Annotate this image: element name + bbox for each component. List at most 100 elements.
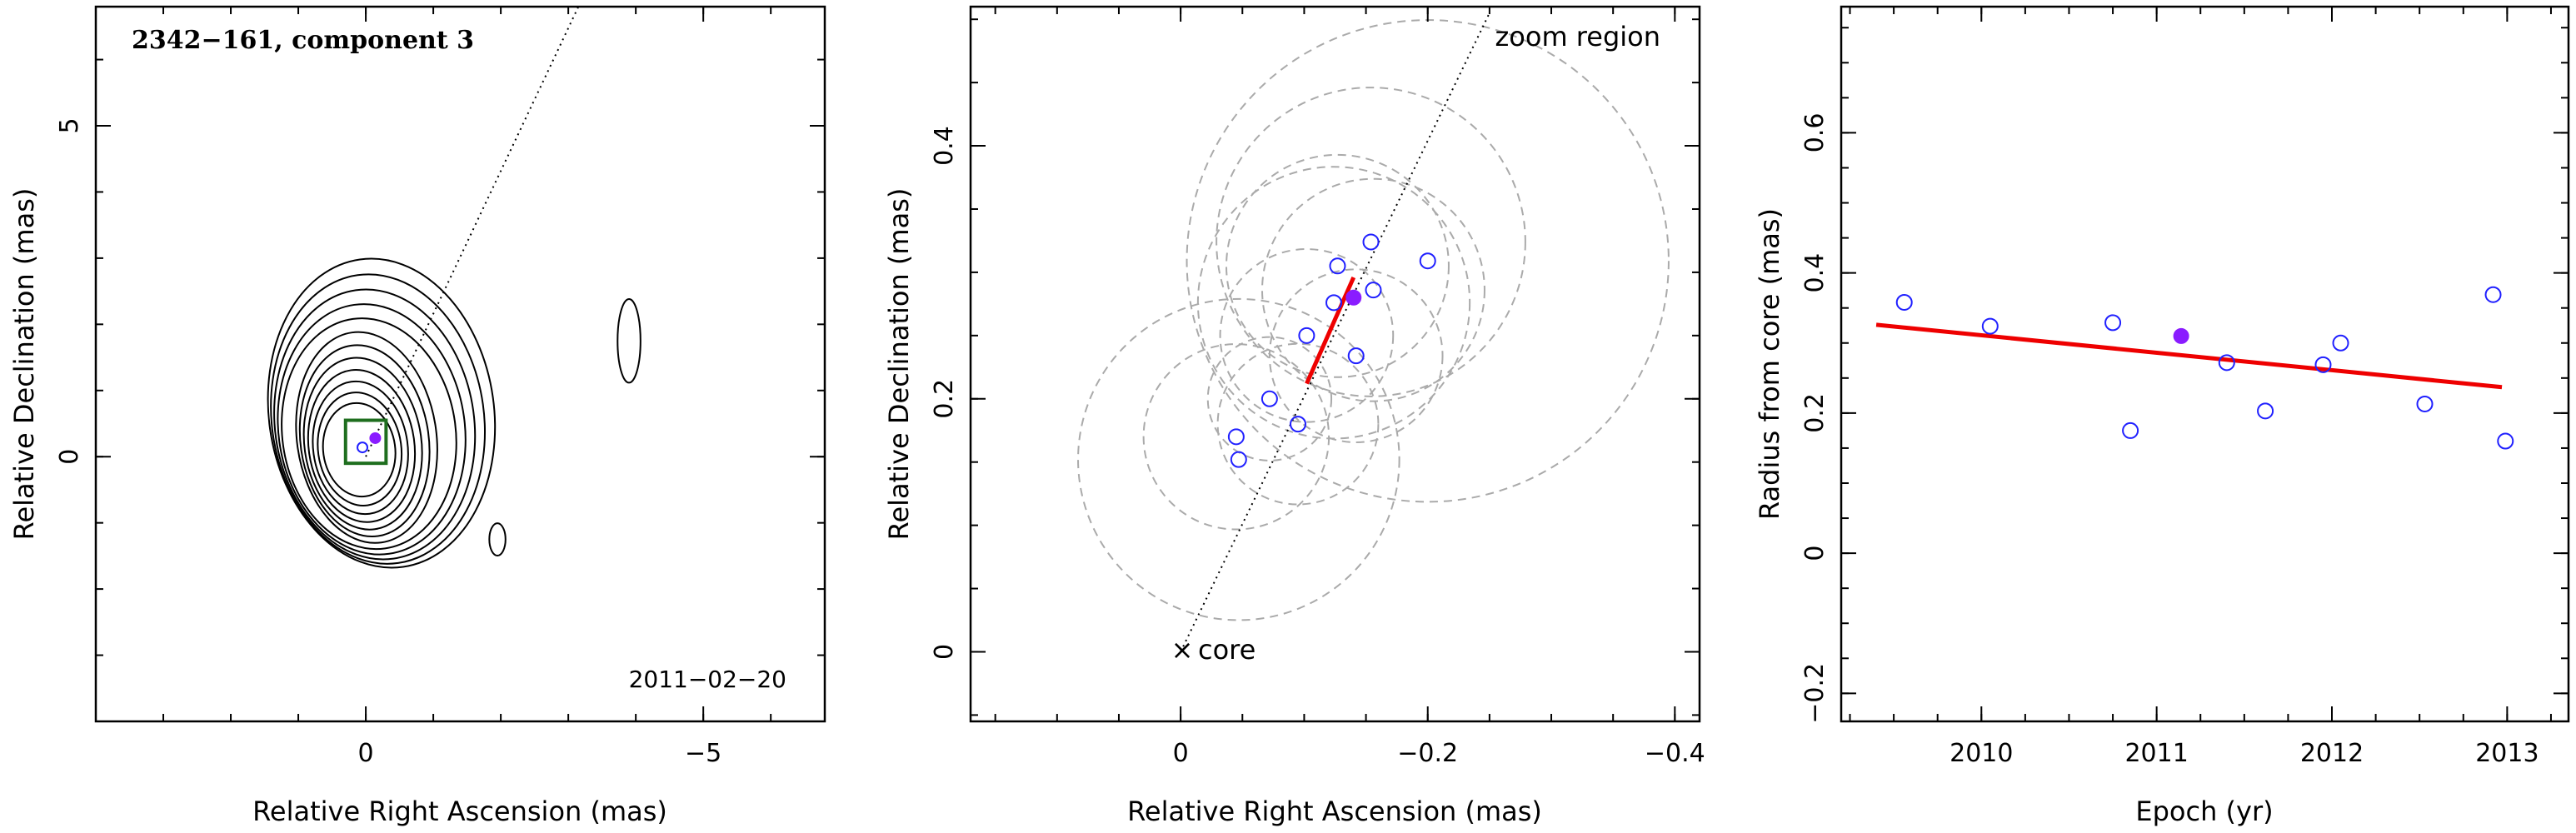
- beam-circle: [1216, 342, 1380, 506]
- y-tick-label: 0.4: [1800, 253, 1830, 293]
- contour-level: [295, 331, 438, 544]
- data-point: [2122, 421, 2139, 439]
- y-tick-label: 0.4: [930, 126, 959, 166]
- data-point: [1290, 416, 1307, 433]
- data-point: [1981, 317, 1999, 335]
- x-tick-label: 0: [1173, 739, 1189, 768]
- y-tick-label: 0.6: [1800, 113, 1830, 153]
- axis-ticks: 0 −5 0 5: [55, 7, 825, 768]
- beam-circle: [1261, 177, 1485, 402]
- x-axis-label: Relative Right Ascension (mas): [252, 796, 667, 827]
- data-point: [1261, 390, 1278, 407]
- contour-level: [312, 380, 409, 516]
- highlight-point: [1345, 289, 1362, 306]
- data-point: [1325, 294, 1343, 312]
- data-point: [2314, 356, 2332, 373]
- data-point: [2218, 354, 2235, 372]
- axis-ticks: 2010 2011 2012 2013 −0.2 0 0.2 0.4 0.6: [1800, 7, 2569, 768]
- y-tick-label: 0: [1800, 546, 1830, 561]
- component-positions: [1227, 233, 1436, 468]
- data-point: [2497, 432, 2514, 450]
- beam-circle: [1142, 343, 1330, 531]
- y-tick-label: 0: [930, 644, 959, 660]
- data-point: [1365, 282, 1382, 299]
- data-point: [2416, 395, 2434, 412]
- panel-zoom: 0 −0.2 −0.4 0 0.2 0.4 zoom region × core Rela…: [883, 5, 1705, 827]
- axis-ticks: 0 −0.2 −0.4 0 0.2 0.4: [930, 7, 1705, 768]
- data-point: [1895, 293, 1913, 311]
- x-tick-label: −0.2: [1397, 739, 1458, 768]
- x-tick-label: 2013: [2475, 739, 2539, 768]
- y-tick-label: 0: [55, 449, 84, 465]
- beam-circle: [1196, 166, 1471, 440]
- contour-level: [317, 392, 403, 506]
- contour-level: [302, 357, 423, 531]
- beam-circles: [1077, 19, 1670, 621]
- radius-points: [1895, 286, 2514, 450]
- fit-segment: [1305, 276, 1356, 385]
- data-point: [1329, 257, 1346, 275]
- data-point: [2332, 334, 2349, 352]
- beam-circle: [1186, 19, 1670, 503]
- contour-level: [273, 288, 477, 561]
- fit-line: [1875, 322, 2503, 390]
- contour-level: [298, 344, 431, 538]
- date-label: 2011−02−20: [629, 666, 786, 693]
- data-point: [1298, 327, 1315, 344]
- component-marker: [357, 441, 369, 454]
- beam-circle: [1216, 87, 1526, 397]
- x-tick-label: 2011: [2124, 739, 2188, 768]
- panel-map: 0 −5 0 5 2342−161, component 3 2011−02−20 R…: [8, 5, 826, 827]
- x-tick-label: 0: [358, 739, 374, 768]
- panel-radius-vs-epoch: 2010 2011 2012 2013 −0.2 0 0.2 0.4 0.6 Epoch (yr…: [1754, 5, 2570, 827]
- data-point: [2104, 314, 2122, 332]
- contour-level: [322, 402, 397, 498]
- contour-level: [307, 369, 417, 523]
- contour-level: [270, 273, 486, 565]
- data-point: [1362, 233, 1380, 251]
- data-point: [1227, 428, 1245, 446]
- contour-blob: [488, 522, 507, 556]
- beam-circle: [1077, 297, 1400, 621]
- x-tick-label: 2010: [1949, 739, 2013, 768]
- y-axis-label: Relative Declination (mas): [883, 188, 915, 541]
- y-tick-label: −0.2: [1800, 663, 1830, 724]
- highlight-point: [2173, 327, 2189, 344]
- plot-frame: [94, 5, 826, 723]
- y-tick-label: 5: [55, 117, 84, 133]
- contour-level: [267, 257, 497, 569]
- plot-frame: [969, 5, 1701, 723]
- contour-blob: [617, 297, 642, 384]
- beam-circle: [1268, 268, 1444, 443]
- zoom-region-label: zoom region: [1495, 21, 1661, 52]
- jet-axis-line: [1180, 12, 1490, 652]
- y-axis-label: Relative Declination (mas): [8, 188, 40, 541]
- component-highlight: [369, 431, 382, 444]
- data-point: [1419, 252, 1436, 270]
- plot-frame: [1840, 5, 2570, 723]
- contour-level: [277, 303, 467, 556]
- y-axis-label: Radius from core (mas): [1754, 208, 1785, 520]
- x-tick-label: −0.4: [1645, 739, 1705, 768]
- beam-circle: [1219, 248, 1395, 423]
- data-point: [2484, 286, 2502, 303]
- chart-title: 2342−161, component 3: [132, 26, 474, 55]
- core-symbol: ×: [1171, 634, 1194, 666]
- data-point: [2257, 402, 2274, 420]
- contour-level: [281, 317, 457, 551]
- beam-circle: [1225, 153, 1450, 378]
- component-markers: [357, 431, 382, 454]
- data-point: [1347, 347, 1365, 365]
- core-label: core: [1198, 634, 1256, 666]
- y-tick-label: 0.2: [1800, 393, 1830, 433]
- x-tick-label: 2012: [2300, 739, 2364, 768]
- x-axis-label: Relative Right Ascension (mas): [1127, 796, 1542, 827]
- x-tick-label: −5: [685, 739, 721, 768]
- x-axis-label: Epoch (yr): [2135, 796, 2273, 827]
- beam-circle: [1206, 336, 1333, 461]
- zoom-box: [343, 418, 388, 466]
- contour-map: [267, 257, 642, 569]
- jet-axis-line: [365, 7, 580, 457]
- data-point: [1230, 451, 1247, 468]
